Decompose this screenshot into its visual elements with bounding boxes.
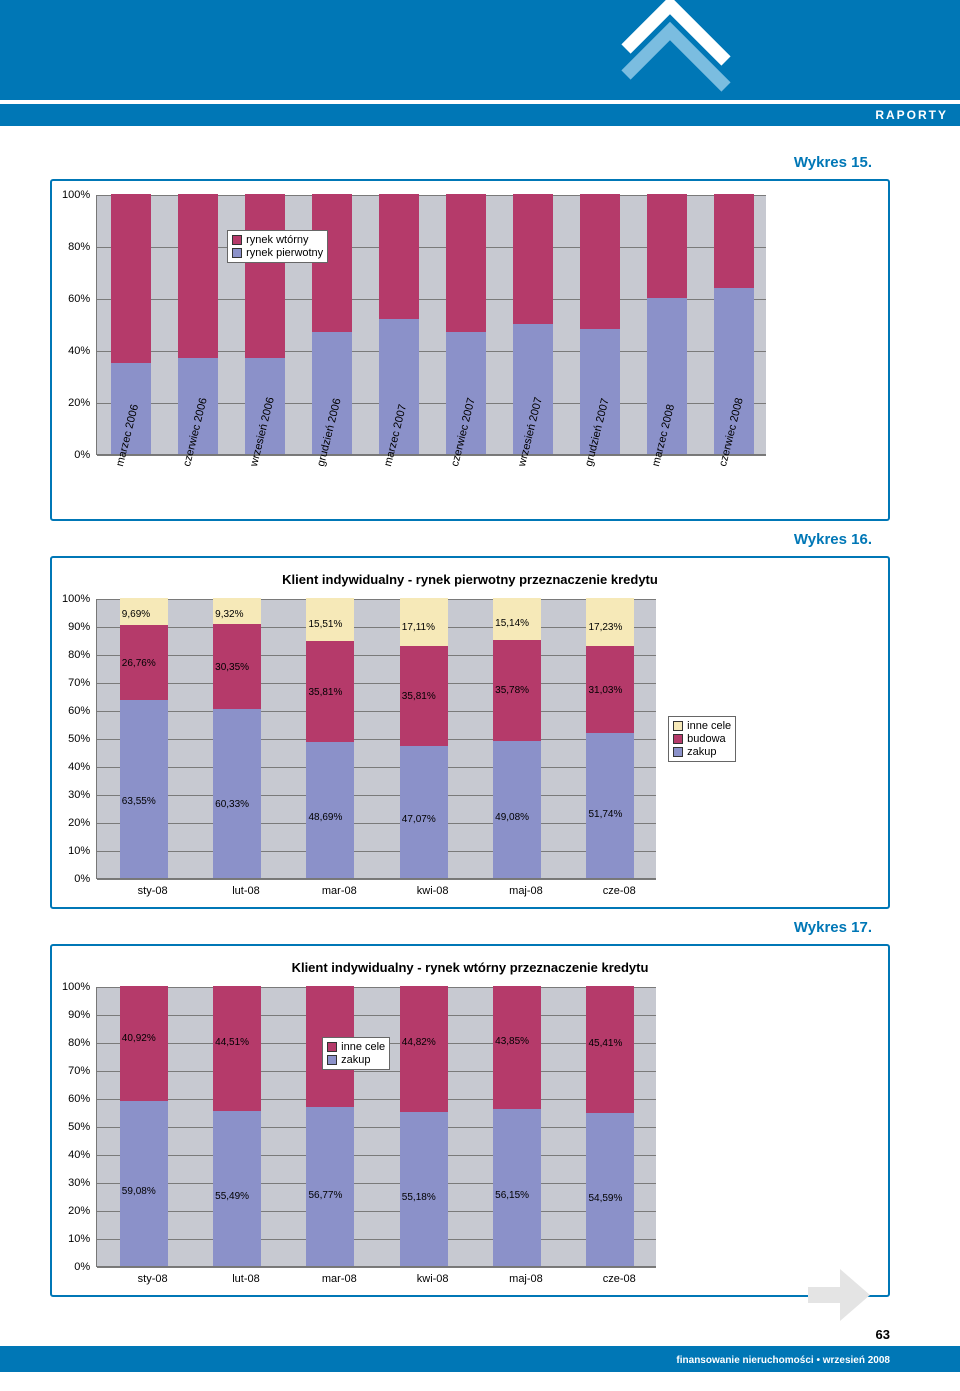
- chart17-legend: inne celezakup: [322, 1037, 390, 1070]
- bar-value-label: 15,14%: [495, 618, 529, 629]
- bar-value-label: 44,82%: [402, 1037, 436, 1048]
- bar-value-label: 47,07%: [402, 814, 436, 825]
- chart16-frame: Klient indywidualny - rynek pierwotny pr…: [50, 556, 890, 909]
- bar-value-label: 60,33%: [215, 799, 249, 810]
- bar-value-label: 15,51%: [308, 619, 342, 630]
- chart16-title: Wykres 16.: [50, 531, 872, 548]
- bar-value-label: 55,18%: [402, 1192, 436, 1203]
- x-tick-label: lut-08: [199, 885, 292, 897]
- chart16-inner-title: Klient indywidualny - rynek pierwotny pr…: [62, 572, 878, 587]
- chart16-xlabels: sty-08lut-08mar-08kwi-08maj-08cze-08: [62, 885, 878, 897]
- footer-arrow-icon: [798, 1255, 878, 1335]
- bar-value-label: 9,32%: [215, 609, 243, 620]
- legend-label: zakup: [341, 1054, 370, 1066]
- chart17-bar: 59,08% 40,92%: [120, 986, 168, 1266]
- bar-value-label: 35,78%: [495, 685, 529, 696]
- chart16-bar: 51,74% 31,03% 17,23%: [586, 598, 634, 878]
- chart17-plot: 59,08% 40,92% 55,49% 44,51% 56,77% 55,18% 44,8…: [96, 987, 656, 1267]
- chart17-bar: 55,49% 44,51%: [213, 986, 261, 1266]
- bar-value-label: 26,76%: [122, 658, 156, 669]
- legend-label: inne cele: [687, 720, 731, 732]
- chart17-xlabels: sty-08lut-08mar-08kwi-08maj-08cze-08: [62, 1273, 878, 1285]
- bar-value-label: 31,03%: [588, 685, 622, 696]
- legend-label: zakup: [687, 746, 716, 758]
- x-tick-label: kwi-08: [386, 885, 479, 897]
- chart16-bar: 47,07% 35,81% 17,11%: [400, 598, 448, 878]
- chart17-bar: 55,18% 44,82%: [400, 986, 448, 1266]
- x-tick-label: sty-08: [106, 885, 199, 897]
- chart15-xlabels: marzec 2006czerwiec 2006wrzesień 2006gru…: [62, 461, 878, 509]
- bar-value-label: 9,69%: [122, 609, 150, 620]
- chart16-yaxis: 100%90%80%70%60%50%40%30%20%10%0%: [62, 599, 96, 879]
- bar-value-label: 56,77%: [308, 1190, 342, 1201]
- x-tick-label: maj-08: [479, 1273, 572, 1285]
- chart15-title: Wykres 15.: [50, 154, 872, 171]
- bar-value-label: 59,08%: [122, 1186, 156, 1197]
- x-tick-label: cze-08: [573, 885, 666, 897]
- top-banner: [0, 0, 960, 100]
- chart16-legend: inne celebudowazakup: [668, 716, 736, 762]
- chart16-bar: 60,33% 30,35% 9,32%: [213, 598, 261, 878]
- chart17-bar: 54,59% 45,41%: [586, 986, 634, 1266]
- x-tick-label: mar-08: [293, 885, 386, 897]
- x-tick-label: lut-08: [199, 1273, 292, 1285]
- x-tick-label: maj-08: [479, 885, 572, 897]
- bar-value-label: 63,55%: [122, 796, 156, 807]
- bar-value-label: 45,41%: [588, 1038, 622, 1049]
- bar-value-label: 35,81%: [308, 687, 342, 698]
- x-tick-label: kwi-08: [386, 1273, 479, 1285]
- chart17-yaxis: 100%90%80%70%60%50%40%30%20%10%0%: [62, 987, 96, 1267]
- bar-value-label: 17,23%: [588, 622, 622, 633]
- chart17-bar: 56,15% 43,85%: [493, 986, 541, 1266]
- section-header: RAPORTY: [0, 104, 960, 126]
- legend-label: budowa: [687, 733, 726, 745]
- x-tick-label: sty-08: [106, 1273, 199, 1285]
- footer-text: finansowanie nieruchomości • wrzesień 20…: [0, 1349, 960, 1372]
- banner-chevron-icon: [620, 0, 750, 95]
- chart17-title: Wykres 17.: [50, 919, 872, 936]
- chart16-bar: 63,55% 26,76% 9,69%: [120, 598, 168, 878]
- bar-value-label: 30,35%: [215, 662, 249, 673]
- chart16-plot: 63,55% 26,76% 9,69% 60,33% 30,35% 9,32% 48,69%…: [96, 599, 656, 879]
- chart16-bar: 48,69% 35,81% 15,51%: [306, 598, 354, 878]
- chart16-bar: 49,08% 35,78% 15,14%: [493, 598, 541, 878]
- bar-value-label: 49,08%: [495, 812, 529, 823]
- chart15-yaxis: 100%80%60%40%20%0%: [62, 195, 96, 455]
- chart17-frame: Klient indywidualny - rynek wtórny przez…: [50, 944, 890, 1297]
- bar-value-label: 48,69%: [308, 812, 342, 823]
- x-tick-label: cze-08: [573, 1273, 666, 1285]
- chart17-bar: 56,77%: [306, 986, 354, 1266]
- bar-value-label: 40,92%: [122, 1033, 156, 1044]
- bar-value-label: 54,59%: [588, 1193, 622, 1204]
- bar-value-label: 44,51%: [215, 1037, 249, 1048]
- bar-value-label: 55,49%: [215, 1191, 249, 1202]
- bar-value-label: 43,85%: [495, 1036, 529, 1047]
- bar-value-label: 17,11%: [402, 622, 435, 633]
- legend-label: inne cele: [341, 1041, 385, 1053]
- legend-label: rynek wtórny: [246, 234, 308, 246]
- chart15-legend: rynek wtórnyrynek pierwotny: [227, 230, 328, 263]
- bar-value-label: 35,81%: [402, 691, 436, 702]
- bar-value-label: 56,15%: [495, 1190, 529, 1201]
- x-tick-label: mar-08: [293, 1273, 386, 1285]
- chart17-inner-title: Klient indywidualny - rynek wtórny przez…: [62, 960, 878, 975]
- legend-label: rynek pierwotny: [246, 247, 323, 259]
- bar-value-label: 51,74%: [588, 809, 622, 820]
- chart15-frame: 100%80%60%40%20%0% rynek wtórnyrynek pie…: [50, 179, 890, 521]
